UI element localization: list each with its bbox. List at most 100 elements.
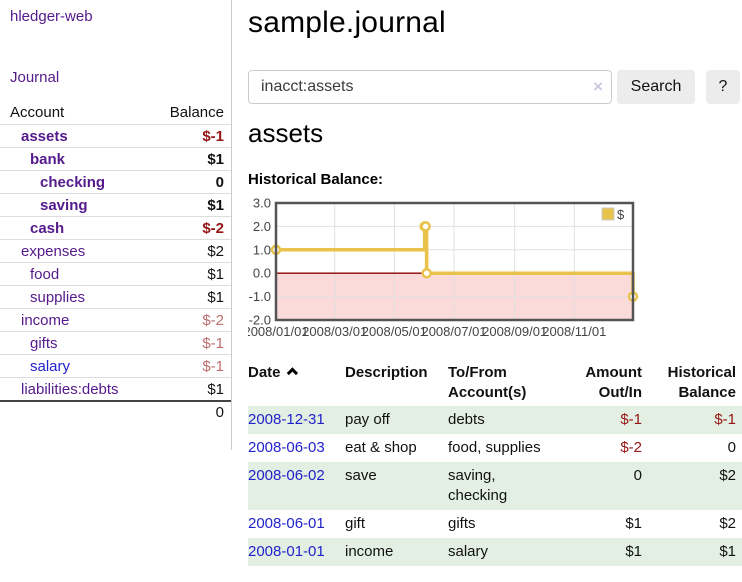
transaction-balance: $2 <box>719 467 736 484</box>
svg-text:$: $ <box>617 207 625 222</box>
transaction-description: gift <box>345 515 366 532</box>
transaction-date-link[interactable]: 2008-06-02 <box>248 467 325 484</box>
transaction-date-link[interactable]: 2008-06-03 <box>248 439 325 456</box>
transaction-amount: $1 <box>625 543 642 560</box>
transaction-date-link[interactable]: 2008-06-01 <box>248 515 325 532</box>
column-header-date[interactable]: Date <box>248 360 345 386</box>
transaction-description: eat & shop <box>345 439 417 456</box>
account-link-bank[interactable]: bank <box>30 150 66 168</box>
transaction-description: income <box>345 543 394 560</box>
account-link-food[interactable]: food <box>30 265 60 283</box>
table-row[interactable]: 2008-06-02 save saving, checking 0 $2 <box>248 462 742 510</box>
account-link-saving[interactable]: saving <box>40 196 88 214</box>
account-balance: $-2 <box>202 219 224 237</box>
app-title-link[interactable]: hledger-web <box>10 8 93 25</box>
svg-text:3.0: 3.0 <box>253 198 271 211</box>
column-header-description: Description <box>345 364 428 381</box>
svg-text:-1.0: -1.0 <box>249 289 271 304</box>
transaction-accounts: saving, checking <box>448 467 508 504</box>
transaction-balance: 0 <box>727 439 736 456</box>
svg-text:1.0: 1.0 <box>253 242 271 257</box>
account-row-food: food $1 <box>0 262 231 285</box>
svg-text:2008/01/01: 2008/01/01 <box>248 324 309 339</box>
account-balance: $-1 <box>202 334 224 352</box>
account-balance: $1 <box>207 380 224 398</box>
svg-text:0.0: 0.0 <box>253 266 271 281</box>
account-column-header: Account <box>10 103 65 121</box>
transaction-accounts: debts <box>448 411 485 428</box>
sidebar-item-journal[interactable]: Journal <box>10 69 60 86</box>
table-row[interactable]: 2008-01-01 income salary $1 $1 <box>248 538 742 566</box>
account-link-supplies[interactable]: supplies <box>30 288 86 306</box>
sidebar: hledger-web Journal Account Balance asse… <box>0 0 232 450</box>
transaction-balance: $1 <box>719 543 736 560</box>
account-balance: $-2 <box>202 311 224 329</box>
account-row-liabilities-debts: liabilities:debts $1 <box>0 377 231 400</box>
account-balance: $1 <box>207 265 224 283</box>
account-balance: $1 <box>207 288 224 306</box>
account-link-assets[interactable]: assets <box>21 127 68 145</box>
svg-text:2008/05/01: 2008/05/01 <box>362 324 427 339</box>
account-link-checking[interactable]: checking <box>40 173 106 191</box>
transaction-amount: 0 <box>633 467 642 484</box>
transaction-description: save <box>345 467 377 484</box>
account-link-expenses[interactable]: expenses <box>21 242 86 260</box>
account-heading: assets <box>248 118 324 148</box>
table-row[interactable]: 2008-12-31 pay off debts $-1 $-1 <box>248 406 742 434</box>
transaction-amount: $-2 <box>620 439 642 456</box>
transaction-balance: $-1 <box>714 411 736 428</box>
main-content: sample.journal × Search ? assets Histori… <box>243 0 742 566</box>
help-button[interactable]: ? <box>706 70 740 104</box>
account-row-income: income $-2 <box>0 308 231 331</box>
account-balance: $-1 <box>202 127 224 145</box>
account-row-bank: bank $1 <box>0 147 231 170</box>
transaction-accounts: salary <box>448 543 489 560</box>
search-input[interactable] <box>248 70 612 104</box>
chart-title: Historical Balance: <box>248 171 384 188</box>
clear-search-icon[interactable]: × <box>593 77 603 96</box>
sort-ascending-icon <box>286 367 298 379</box>
svg-text:2008/09/01: 2008/09/01 <box>482 324 547 339</box>
transaction-amount: $-1 <box>620 411 642 428</box>
account-row-gifts: gifts $-1 <box>0 331 231 354</box>
transaction-date-link[interactable]: 2008-12-31 <box>248 411 325 428</box>
historical-balance-chart: 3.0 2.0 1.0 0.0 -1.0 -2.0 2008/01/01 2008/03/01… <box>243 196 742 346</box>
account-link-cash[interactable]: cash <box>30 219 65 237</box>
svg-text:2008/07/01: 2008/07/01 <box>421 324 486 339</box>
svg-text:2008/11/01: 2008/11/01 <box>542 324 606 339</box>
page-title: sample.journal <box>248 6 446 39</box>
table-row[interactable]: 2008-06-01 gift gifts $1 $2 <box>248 510 742 538</box>
account-row-expenses: expenses $2 <box>0 239 231 262</box>
table-row[interactable]: 2008-06-03 eat & shop food, supplies $-2… <box>248 434 742 462</box>
account-total-row: 0 <box>0 400 231 423</box>
register-header-row: Date Description To/From Account(s) Amou… <box>248 360 742 406</box>
transaction-accounts: gifts <box>448 515 476 532</box>
svg-text:-2.0: -2.0 <box>249 313 271 328</box>
column-header-historical-balance: Historical Balance <box>667 364 736 401</box>
column-header-tofrom: To/From Account(s) <box>448 364 527 401</box>
search-button[interactable]: Search <box>617 70 695 104</box>
account-tree-header: Account Balance <box>0 100 231 124</box>
account-row-supplies: supplies $1 <box>0 285 231 308</box>
register-table: Date Description To/From Account(s) Amou… <box>248 360 742 566</box>
chart-canvas: 3.0 2.0 1.0 0.0 -1.0 -2.02008/01/012008/03/01… <box>243 196 639 339</box>
account-row-saving: saving $1 <box>0 193 231 216</box>
account-row-assets: assets $-1 <box>0 124 231 147</box>
column-header-amount: Amount Out/In <box>585 364 642 401</box>
svg-text:2008/03/01: 2008/03/01 <box>302 324 367 339</box>
account-link-salary[interactable]: salary <box>30 357 71 375</box>
account-link-income[interactable]: income <box>21 311 70 329</box>
account-link-liabilities-debts[interactable]: liabilities:debts <box>21 380 119 398</box>
account-balance: $-1 <box>202 357 224 375</box>
account-balance: $2 <box>207 242 224 260</box>
account-total-value: 0 <box>215 404 224 421</box>
svg-text:2.0: 2.0 <box>253 219 271 234</box>
account-row-cash: cash $-2 <box>0 216 231 239</box>
transaction-description: pay off <box>345 411 390 428</box>
account-row-checking: checking 0 <box>0 170 231 193</box>
account-balance: $1 <box>207 196 224 214</box>
transaction-date-link[interactable]: 2008-01-01 <box>248 543 325 560</box>
account-tree: Account Balance assets $-1 bank $1 check… <box>0 100 231 423</box>
account-row-salary: salary $-1 <box>0 354 231 377</box>
account-link-gifts[interactable]: gifts <box>30 334 58 352</box>
